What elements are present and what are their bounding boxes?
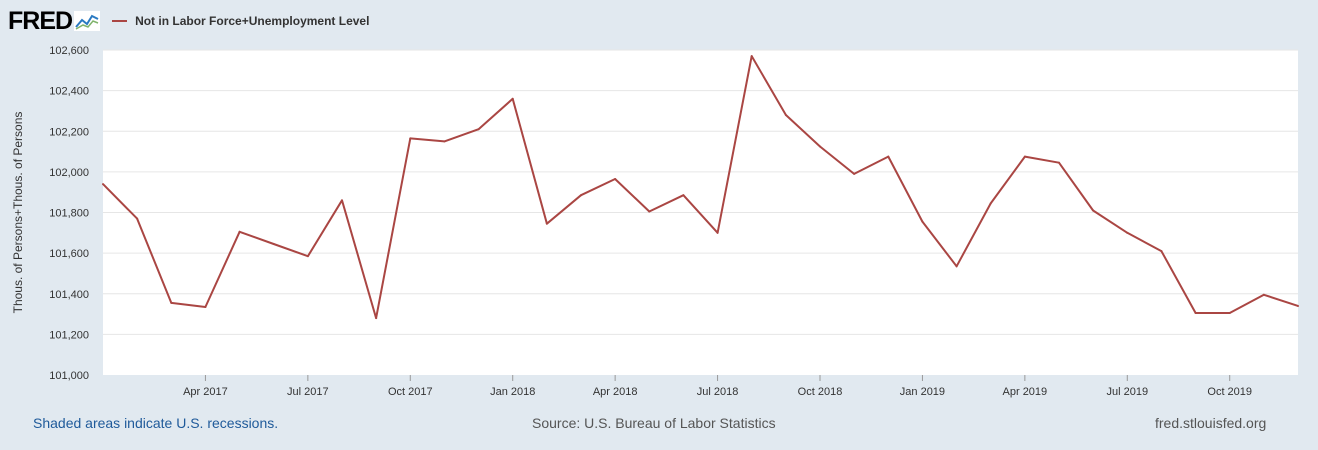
data-point (614, 177, 617, 180)
data-point (955, 265, 958, 268)
x-tick-label: Jul 2017 (287, 386, 329, 398)
data-point (1228, 312, 1231, 315)
data-point (1058, 161, 1060, 164)
data-point (580, 194, 582, 197)
x-tick-label: Oct 2019 (1207, 386, 1252, 398)
data-point (306, 255, 309, 258)
data-point (375, 317, 378, 320)
y-axis-title: Thous. of Persons+Thous. of Persons (11, 112, 25, 314)
x-tick-label: Apr 2018 (593, 386, 638, 398)
data-point (1126, 231, 1129, 234)
series-line (102, 55, 1299, 320)
data-point (853, 172, 856, 175)
y-tick-label: 101,000 (49, 370, 89, 382)
y-tick-label: 102,400 (49, 86, 89, 98)
fred-graph-icon (74, 11, 101, 31)
fred-logo-text: FRED (8, 6, 73, 35)
x-tick-label: Oct 2017 (388, 386, 433, 398)
y-tick-label: 101,200 (49, 329, 89, 341)
x-tick-label: Oct 2018 (798, 386, 843, 398)
x-tick-label: Jul 2019 (1106, 386, 1148, 398)
data-point (341, 199, 343, 202)
data-point (170, 301, 173, 304)
x-tick-label: Jan 2018 (490, 386, 535, 398)
data-point (511, 97, 514, 100)
data-point (716, 231, 719, 234)
x-tick-label: Apr 2019 (1003, 386, 1048, 398)
data-point (1023, 155, 1026, 158)
chart-footer: Shaded areas indicate U.S. recessions. S… (0, 415, 1318, 435)
data-point (989, 202, 992, 205)
data-point (238, 230, 241, 233)
x-tick-label: Apr 2017 (183, 386, 228, 398)
data-point (409, 137, 412, 140)
recession-note-link[interactable]: Shaded areas indicate U.S. recessions. (33, 415, 279, 431)
source-note: Source: U.S. Bureau of Labor Statistics (532, 415, 776, 431)
x-tick-label: Jul 2018 (697, 386, 739, 398)
data-point (477, 128, 480, 131)
y-tick-label: 102,600 (49, 45, 89, 57)
data-point (136, 217, 139, 220)
fred-logo[interactable]: FRED (8, 6, 101, 36)
data-point (887, 155, 890, 158)
data-point (102, 183, 104, 186)
data-point (443, 140, 446, 143)
y-tick-label: 101,800 (49, 208, 89, 220)
data-point (784, 114, 787, 116)
y-tick-label: 102,200 (49, 126, 89, 138)
line-chart: 101,000 101,200 101,400 101,600 101,800 102,0… (11, 45, 1299, 398)
data-point (819, 145, 821, 148)
data-point (545, 222, 548, 225)
legend-series-label: Not in Labor Force+Unemployment Level (135, 14, 370, 28)
y-tick-label: 102,000 (49, 167, 89, 179)
data-point (1092, 209, 1095, 212)
data-point (921, 220, 924, 223)
data-point (204, 305, 207, 308)
data-point (1262, 293, 1265, 296)
data-point (1160, 250, 1163, 253)
data-point (750, 55, 753, 58)
y-tick-label: 101,600 (49, 248, 89, 260)
legend: Not in Labor Force+Unemployment Level (112, 14, 369, 28)
data-point (1194, 312, 1197, 315)
site-link[interactable]: fred.stlouisfed.org (1155, 415, 1267, 431)
x-tick-label: Jan 2019 (900, 386, 945, 398)
data-point (1297, 304, 1299, 307)
data-point (648, 210, 651, 213)
chart-header: FRED Not in Labor Force+Unemployment Lev… (8, 6, 369, 36)
data-point (682, 194, 685, 197)
y-tick-label: 101,400 (49, 289, 89, 301)
legend-swatch (112, 20, 128, 22)
data-point (272, 242, 275, 245)
